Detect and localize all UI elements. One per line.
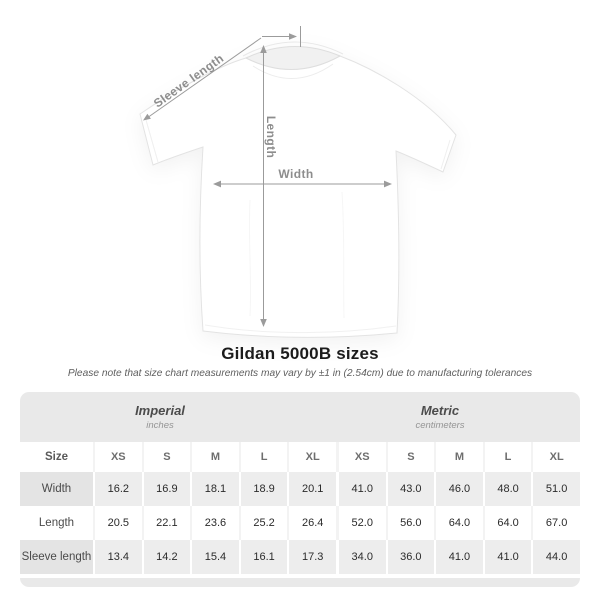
imperial-label: Imperial [135, 403, 185, 418]
value-cell: 17.3 [287, 540, 336, 574]
value-cell: 52.0 [335, 506, 386, 540]
value-cell: 67.0 [531, 506, 580, 540]
value-cell: 64.0 [434, 506, 483, 540]
value-cell: 64.0 [482, 506, 532, 540]
size-column-header: Size [44, 451, 68, 463]
value-cell: 23.6 [190, 506, 239, 540]
value-cell: 56.0 [385, 506, 435, 540]
value-cell: 43.0 [385, 472, 435, 506]
value-cell: 48.0 [482, 472, 532, 506]
value-cell: 26.4 [287, 506, 336, 540]
value-cell: 41.0 [482, 540, 532, 574]
tshirt-measurement-diagram: Sleeve length Length Width [139, 26, 457, 338]
row-label: Width [20, 472, 93, 506]
page-title: Gildan 5000B sizes [221, 344, 379, 363]
value-cell: 44.0 [531, 540, 580, 574]
value-cell: 18.1 [190, 472, 239, 506]
sleeve-length-arrow [146, 37, 262, 119]
value-cell: 18.9 [238, 472, 288, 506]
row-label: Sleeve length [20, 540, 93, 574]
row-label: Length [38, 517, 75, 529]
size-table: Imperial inches Metric centimeters Size … [20, 392, 580, 587]
metric-unit: centimeters [415, 420, 465, 431]
size-cell: XS [335, 442, 386, 472]
collar-offset-arrow [262, 26, 301, 47]
neck-opening [244, 46, 342, 70]
value-cell: 46.0 [434, 472, 483, 506]
size-header-row: Size XS S M L XL XS S M L XL [20, 442, 580, 472]
collar-back-ridge [242, 41, 344, 57]
table-row-sleeve-length: Sleeve length 13.4 14.2 15.4 16.1 17.3 3… [20, 540, 580, 574]
value-cell: 15.4 [190, 540, 239, 574]
width-label: Width [278, 167, 313, 181]
value-cell: 22.1 [141, 506, 191, 540]
imperial-unit: inches [146, 420, 174, 431]
size-cell: S [385, 442, 435, 472]
size-cell: XL [287, 442, 336, 472]
value-cell: 13.4 [93, 540, 142, 574]
collar-front-seam [252, 63, 334, 79]
value-cell: 20.1 [287, 472, 336, 506]
tolerance-note: Please note that size chart measurements… [67, 368, 533, 379]
size-cell: XS [93, 442, 142, 472]
value-cell: 16.1 [238, 540, 288, 574]
value-cell: 16.9 [141, 472, 191, 506]
value-cell: 25.2 [238, 506, 288, 540]
value-cell: 36.0 [385, 540, 435, 574]
size-cell: L [238, 442, 288, 472]
metric-header: Metric centimeters [300, 392, 580, 442]
value-cell: 16.2 [93, 472, 142, 506]
value-cell: 51.0 [531, 472, 580, 506]
value-cell: 41.0 [335, 472, 386, 506]
table-row-width: Width 16.2 16.9 18.1 18.9 20.1 41.0 43.0… [20, 472, 580, 506]
value-cell: 14.2 [141, 540, 191, 574]
tshirt-illustration [139, 41, 457, 338]
value-cell: 34.0 [335, 540, 386, 574]
value-cell: 41.0 [434, 540, 483, 574]
unit-header-band: Imperial inches Metric centimeters [20, 392, 580, 442]
size-cell: XL [531, 442, 580, 472]
table-row-length: Length 20.5 22.1 23.6 25.2 26.4 52.0 56.… [20, 506, 580, 540]
imperial-header: Imperial inches [20, 392, 300, 442]
length-label: Length [264, 116, 278, 158]
table-footer-band [20, 578, 580, 587]
metric-label: Metric [420, 403, 460, 418]
size-cell: S [141, 442, 191, 472]
value-cell: 20.5 [93, 506, 142, 540]
size-cell: L [482, 442, 532, 472]
size-cell: M [190, 442, 239, 472]
size-cell: M [434, 442, 483, 472]
